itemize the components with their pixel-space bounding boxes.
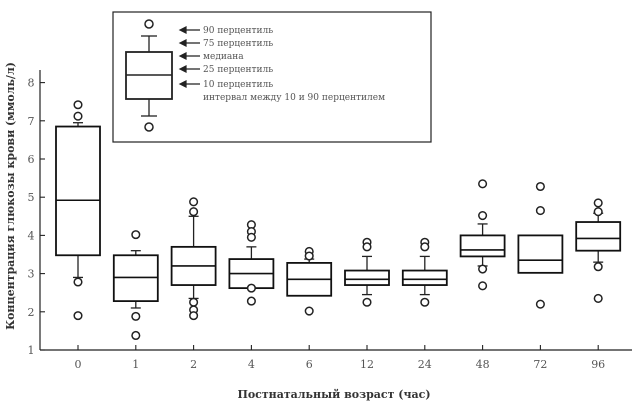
x-tick-label: 4 bbox=[248, 358, 255, 371]
box-group-96 bbox=[575, 198, 622, 303]
outlier-point bbox=[535, 181, 545, 192]
outlier-point bbox=[535, 299, 545, 309]
x-tick-label: 48 bbox=[476, 358, 490, 371]
x-tick-label: 2 bbox=[190, 358, 197, 371]
outlier-point bbox=[593, 207, 603, 217]
box-group-4 bbox=[228, 220, 275, 306]
box-group-2 bbox=[170, 197, 217, 321]
outlier-point bbox=[131, 230, 141, 240]
box-iqr bbox=[575, 221, 622, 252]
outlier-point bbox=[131, 311, 141, 321]
box-iqr bbox=[517, 234, 564, 274]
outlier-point bbox=[304, 251, 314, 261]
outlier-point bbox=[478, 210, 488, 221]
y-tick-label: 5 bbox=[28, 191, 35, 204]
box-group-1 bbox=[112, 230, 159, 341]
y-tick-label: 8 bbox=[28, 77, 35, 90]
outlier-point bbox=[420, 242, 430, 252]
x-tick-label: 12 bbox=[360, 358, 374, 371]
outlier-point bbox=[362, 297, 372, 307]
y-tick-label: 1 bbox=[28, 344, 35, 357]
x-tick-label: 6 bbox=[306, 358, 313, 371]
outlier-point bbox=[189, 311, 199, 321]
box-group-6 bbox=[286, 246, 333, 316]
box-iqr bbox=[55, 125, 101, 257]
legend-label-p75: 75 перцентиль bbox=[203, 39, 273, 49]
y-tick-label: 6 bbox=[28, 153, 35, 166]
y-tick-label: 7 bbox=[28, 115, 35, 128]
legend-outlier-bottom bbox=[144, 122, 154, 132]
box-group-0 bbox=[55, 100, 101, 321]
outlier-point bbox=[593, 198, 603, 208]
outlier-point bbox=[304, 306, 314, 316]
outlier-point bbox=[246, 232, 256, 242]
box-iqr bbox=[459, 234, 506, 258]
outlier-point bbox=[362, 242, 372, 252]
y-tick-label: 3 bbox=[28, 268, 35, 281]
x-tick-label: 72 bbox=[533, 358, 547, 371]
x-axis-title: Постнатальный возраст (час) bbox=[237, 388, 430, 401]
legend-label-p10: 10 перцентиль bbox=[203, 80, 273, 90]
outlier-point bbox=[73, 311, 83, 321]
outlier-point bbox=[420, 297, 430, 307]
outlier-point bbox=[73, 100, 83, 110]
x-tick-label: 0 bbox=[75, 358, 82, 371]
outlier-point bbox=[246, 283, 256, 293]
outlier-point bbox=[131, 330, 141, 341]
y-axis-title: Концентрация глюкозы крови (ммоль/л) bbox=[4, 62, 17, 330]
box-group-24 bbox=[401, 237, 448, 307]
x-ticks: 0 1 2 4 6 12 24 48 72 96 bbox=[75, 345, 605, 371]
outlier-point bbox=[478, 264, 488, 274]
legend-label-p25: 25 перцентиль bbox=[203, 65, 273, 75]
outlier-point bbox=[189, 297, 199, 307]
legend-outlier-top bbox=[144, 19, 154, 29]
x-tick-label: 1 bbox=[132, 358, 139, 371]
legend-label-p90: 90 перцентиль bbox=[203, 26, 273, 36]
outlier-point bbox=[189, 197, 199, 207]
x-tick-label: 96 bbox=[591, 358, 605, 371]
legend-label-median: медиана bbox=[203, 52, 244, 62]
outlier-point bbox=[478, 179, 488, 189]
outlier-point bbox=[593, 262, 603, 272]
outlier-point bbox=[73, 277, 83, 287]
y-tick-label: 2 bbox=[28, 306, 35, 319]
box-group-48 bbox=[459, 179, 506, 291]
box-group-72 bbox=[517, 181, 564, 309]
boxes bbox=[55, 100, 622, 341]
legend: 90 перцентиль 75 перцентиль медиана 25 п… bbox=[112, 11, 432, 143]
legend-label-range: интервал между 10 и 90 перцентилем bbox=[203, 93, 385, 103]
y-ticks: 1 2 3 4 5 6 7 8 bbox=[28, 77, 45, 357]
outlier-point bbox=[478, 281, 488, 291]
legend-arrows bbox=[178, 26, 200, 88]
box-iqr bbox=[344, 269, 390, 286]
axes bbox=[39, 70, 632, 351]
outlier-point bbox=[535, 206, 545, 216]
outlier-point bbox=[73, 111, 83, 121]
box-iqr bbox=[401, 269, 448, 286]
outlier-point bbox=[246, 296, 256, 306]
box-group-12 bbox=[344, 237, 390, 307]
y-tick-label: 4 bbox=[28, 229, 35, 242]
x-tick-label: 24 bbox=[418, 358, 432, 371]
outlier-point bbox=[593, 293, 603, 303]
outlier-point bbox=[189, 207, 199, 217]
